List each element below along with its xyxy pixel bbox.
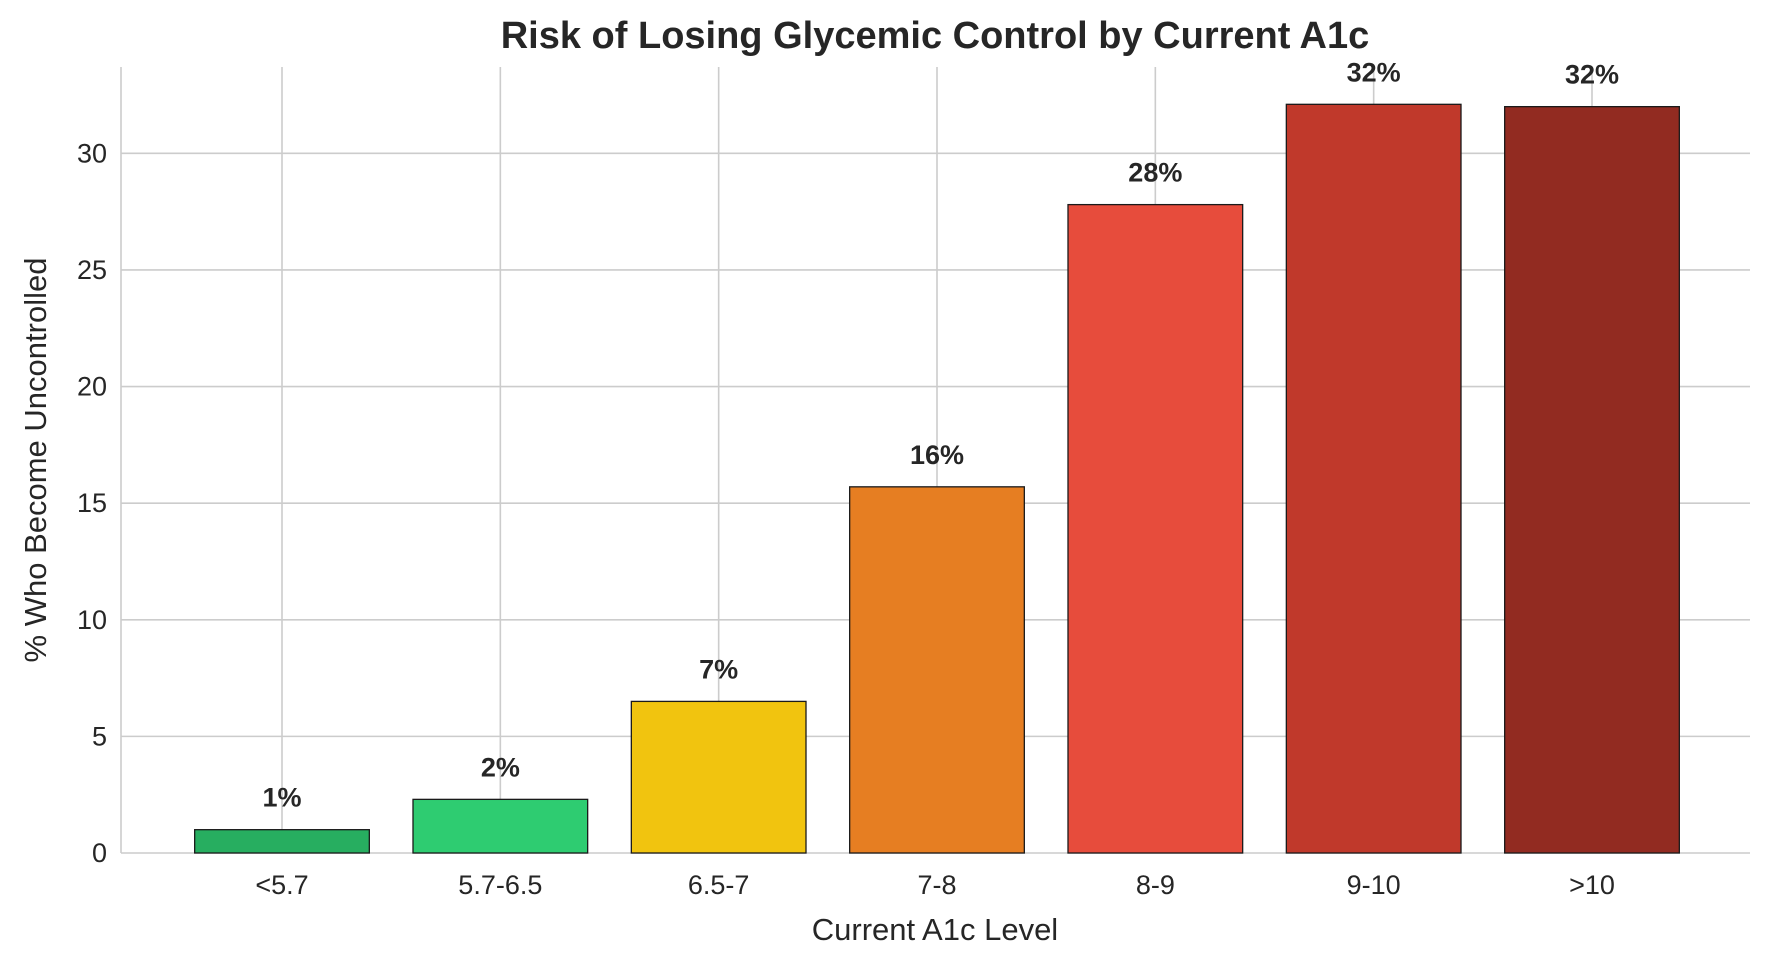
x-tick-labels: <5.7 5.7-6.5 6.5-7 7-8 8-9 9-10 >10 xyxy=(255,870,1615,900)
bars xyxy=(194,103,1680,854)
bar-data-label: 1% xyxy=(262,783,301,813)
bar xyxy=(849,486,1025,854)
bar xyxy=(412,798,589,854)
y-tick-labels: 0 5 10 15 20 25 30 xyxy=(77,138,107,868)
x-tick-label: 5.7-6.5 xyxy=(458,870,542,900)
y-axis-label: % Who Become Uncontrolled xyxy=(18,258,53,663)
bar-data-label: 2% xyxy=(481,752,520,782)
bar-data-label: 28% xyxy=(1128,158,1182,188)
bar-data-label: 16% xyxy=(910,440,964,470)
bar xyxy=(1504,105,1680,854)
x-tick-label: 7-8 xyxy=(917,870,956,900)
bar xyxy=(630,700,807,854)
x-tick-label: <5.7 xyxy=(255,870,308,900)
x-axis-label: Current A1c Level xyxy=(812,912,1058,947)
bar xyxy=(1285,103,1462,854)
y-tick-label: 25 xyxy=(77,255,107,285)
bar xyxy=(1067,203,1244,854)
x-tick-label: 8-9 xyxy=(1136,870,1175,900)
y-tick-label: 5 xyxy=(92,721,107,751)
bar-data-label: 7% xyxy=(699,654,738,684)
x-tick-label: >10 xyxy=(1569,870,1615,900)
bar xyxy=(194,829,370,854)
x-tick-label: 9-10 xyxy=(1347,870,1401,900)
y-tick-label: 20 xyxy=(77,372,107,402)
data-labels: 1% 2% 7% 16% 28% 32% 32% xyxy=(262,57,1619,812)
x-tick-label: 6.5-7 xyxy=(688,870,750,900)
bar-data-label: 32% xyxy=(1347,57,1401,87)
y-tick-label: 15 xyxy=(77,488,107,518)
chart-title: Risk of Losing Glycemic Control by Curre… xyxy=(501,15,1370,57)
y-tick-label: 30 xyxy=(77,138,107,168)
bar-data-label: 32% xyxy=(1565,60,1619,90)
y-tick-label: 10 xyxy=(77,605,107,635)
y-tick-label: 0 xyxy=(92,838,107,868)
